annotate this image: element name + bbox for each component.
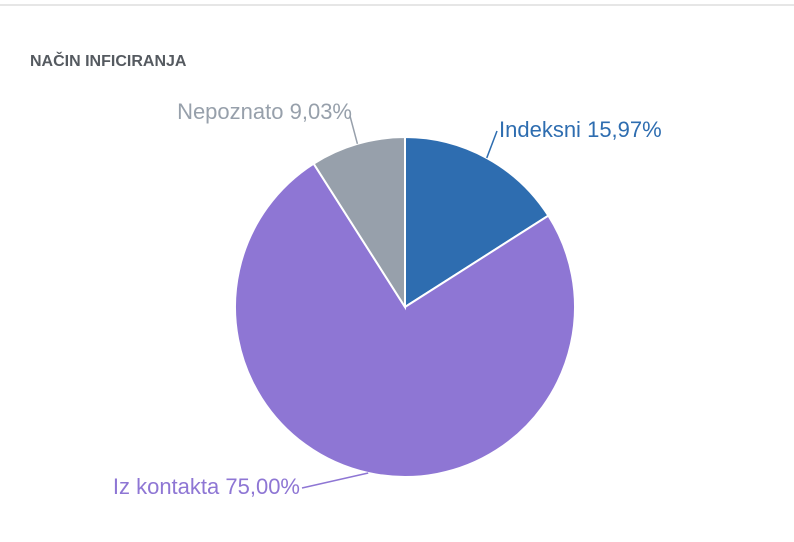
slice-name: Nepoznato xyxy=(177,99,283,124)
leader-line xyxy=(349,115,359,144)
pie-slice xyxy=(312,135,406,311)
slice-name: Indeksni xyxy=(499,117,581,142)
slice-value: 75,00% xyxy=(225,474,300,499)
pie-slice xyxy=(234,162,576,478)
chart-title: NAČIN INFICIRANJA xyxy=(30,51,187,70)
slice-name: Iz kontakta xyxy=(113,474,220,499)
slice-value: 9,03% xyxy=(290,99,352,124)
leader-line xyxy=(301,472,369,489)
leader-line xyxy=(486,130,498,159)
slice-value: 15,97% xyxy=(587,117,662,142)
slice-label: Iz kontakta 75,00% xyxy=(113,474,300,499)
slice-label: Nepoznato 9,03% xyxy=(177,99,352,124)
slice-label: Indeksni 15,97% xyxy=(499,117,662,142)
